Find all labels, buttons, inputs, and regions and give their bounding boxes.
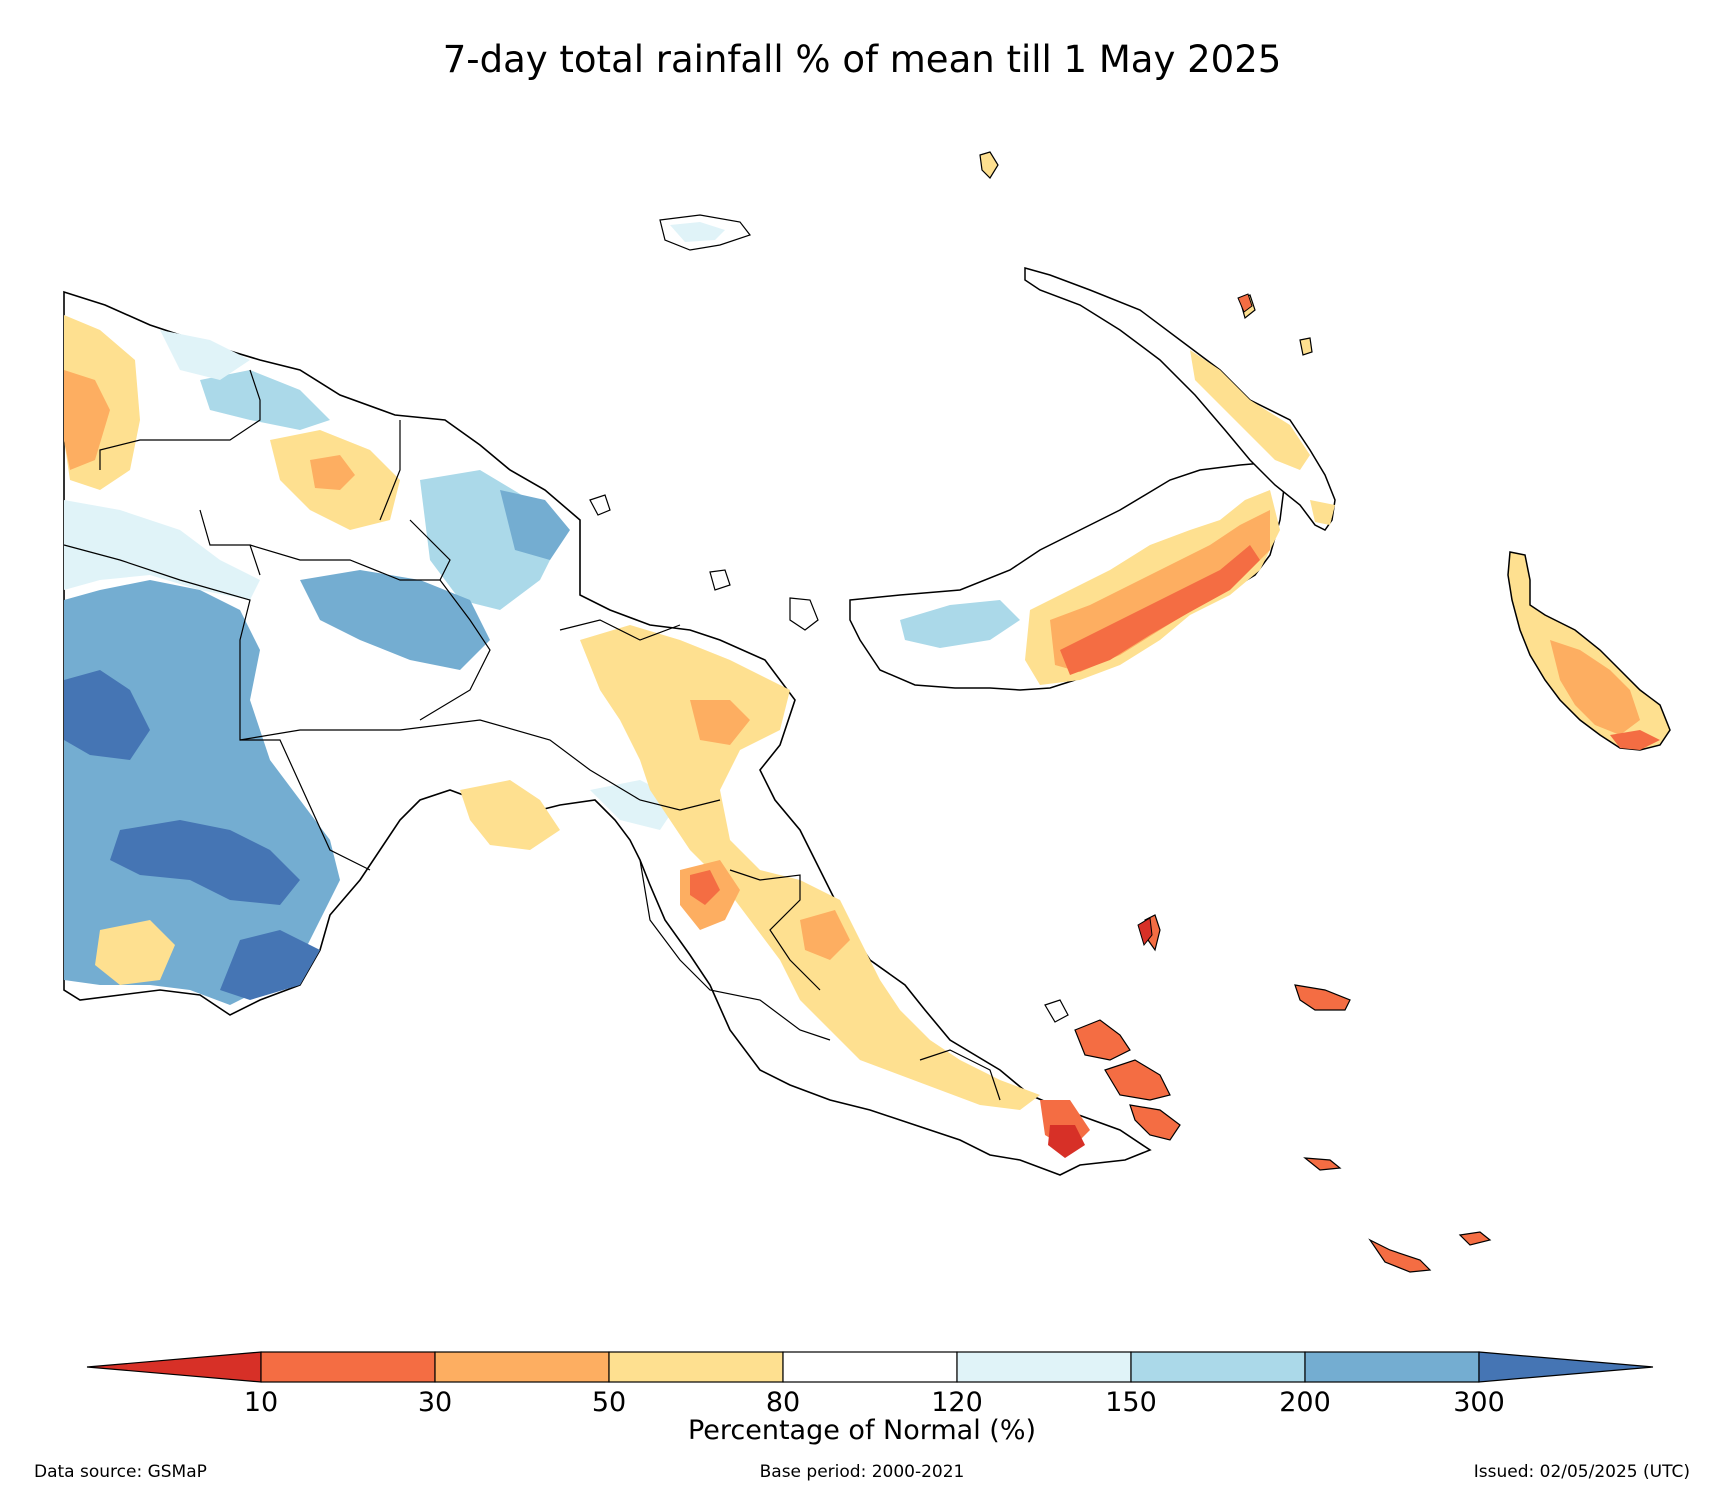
manus-120-150 xyxy=(670,222,725,242)
mainland xyxy=(63,290,1152,1176)
colorbar-tick-150: 150 xyxy=(1105,1387,1157,1418)
colorbar-extend-high xyxy=(1478,1351,1654,1383)
region-150-200-north xyxy=(200,370,560,610)
region-50-80-central xyxy=(460,625,1040,1110)
island-small-north-1 xyxy=(589,494,611,516)
nb-120-200-west xyxy=(900,600,1020,648)
southeast-islands xyxy=(1074,914,1492,1273)
colorbar-tick-30: 30 xyxy=(417,1387,453,1418)
colorbar-extend-low xyxy=(86,1351,262,1383)
island-rossel xyxy=(1458,1231,1492,1246)
colorbar-segment-30-50 xyxy=(434,1351,610,1383)
colorbar-tick-10: 10 xyxy=(243,1387,279,1418)
island-mussau xyxy=(979,151,999,179)
province-boundaries xyxy=(63,369,1001,1101)
issued-date: Issued: 02/05/2025 (UTC) xyxy=(1473,1462,1690,1482)
region-10-30-central xyxy=(690,870,1090,1150)
region-30-50-central xyxy=(680,700,850,960)
colorbar-tick-200: 200 xyxy=(1279,1387,1331,1418)
colorbar-segment-50-80 xyxy=(608,1351,784,1383)
region-30-50-northwest xyxy=(64,370,355,490)
rainfall-map xyxy=(63,151,1671,1273)
island-below-10-trobriand xyxy=(1137,917,1153,947)
region-300-west xyxy=(64,670,320,1000)
island-tabar xyxy=(1299,337,1313,356)
new-ireland xyxy=(1024,267,1336,531)
data-source: Data source: GSMaP xyxy=(34,1462,207,1482)
base-period: Base period: 2000-2021 xyxy=(759,1462,965,1482)
island-misima xyxy=(1303,1157,1342,1171)
bougainville-30-50 xyxy=(1550,640,1640,735)
colorbar-tick-300: 300 xyxy=(1453,1387,1505,1418)
island-small-north-2 xyxy=(709,569,731,591)
region-below-10-southeast xyxy=(1048,1125,1085,1158)
bougainville-10-30 xyxy=(1610,730,1660,750)
colorbar-tick-80: 80 xyxy=(765,1387,801,1418)
colorbar-tick-120: 120 xyxy=(931,1387,983,1418)
region-120-150-central xyxy=(64,330,680,830)
island-goodenough xyxy=(1074,1019,1131,1061)
ni-50-80 xyxy=(1190,350,1335,525)
island-normanby xyxy=(1129,1104,1181,1141)
island-small-north-4 xyxy=(1044,999,1069,1023)
island-woodlark xyxy=(1294,984,1351,1011)
colorbar-label: Percentage of Normal (%) xyxy=(687,1415,1037,1446)
map-title: 7-day total rainfall % of mean till 1 Ma… xyxy=(442,38,1282,81)
colorbar-segment-10-30 xyxy=(260,1351,436,1383)
bougainville xyxy=(1507,551,1671,751)
new-ireland-land xyxy=(1024,267,1336,531)
colorbar-segment-200-300 xyxy=(1304,1351,1480,1383)
colorbar-segment-120-150 xyxy=(956,1351,1132,1383)
nb-10-30 xyxy=(1060,545,1260,675)
colorbar-segment-80-120 xyxy=(782,1351,958,1383)
island-sudest xyxy=(1368,1238,1432,1273)
colorbar-tick-50: 50 xyxy=(591,1387,627,1418)
island-feni-red xyxy=(1237,293,1253,313)
colorbar-segment-150-200 xyxy=(1130,1351,1306,1383)
island-fergusson xyxy=(1104,1059,1171,1101)
island-small-north-3 xyxy=(789,597,819,631)
region-200-300-highlands xyxy=(300,490,570,670)
new-britain xyxy=(849,461,1286,691)
